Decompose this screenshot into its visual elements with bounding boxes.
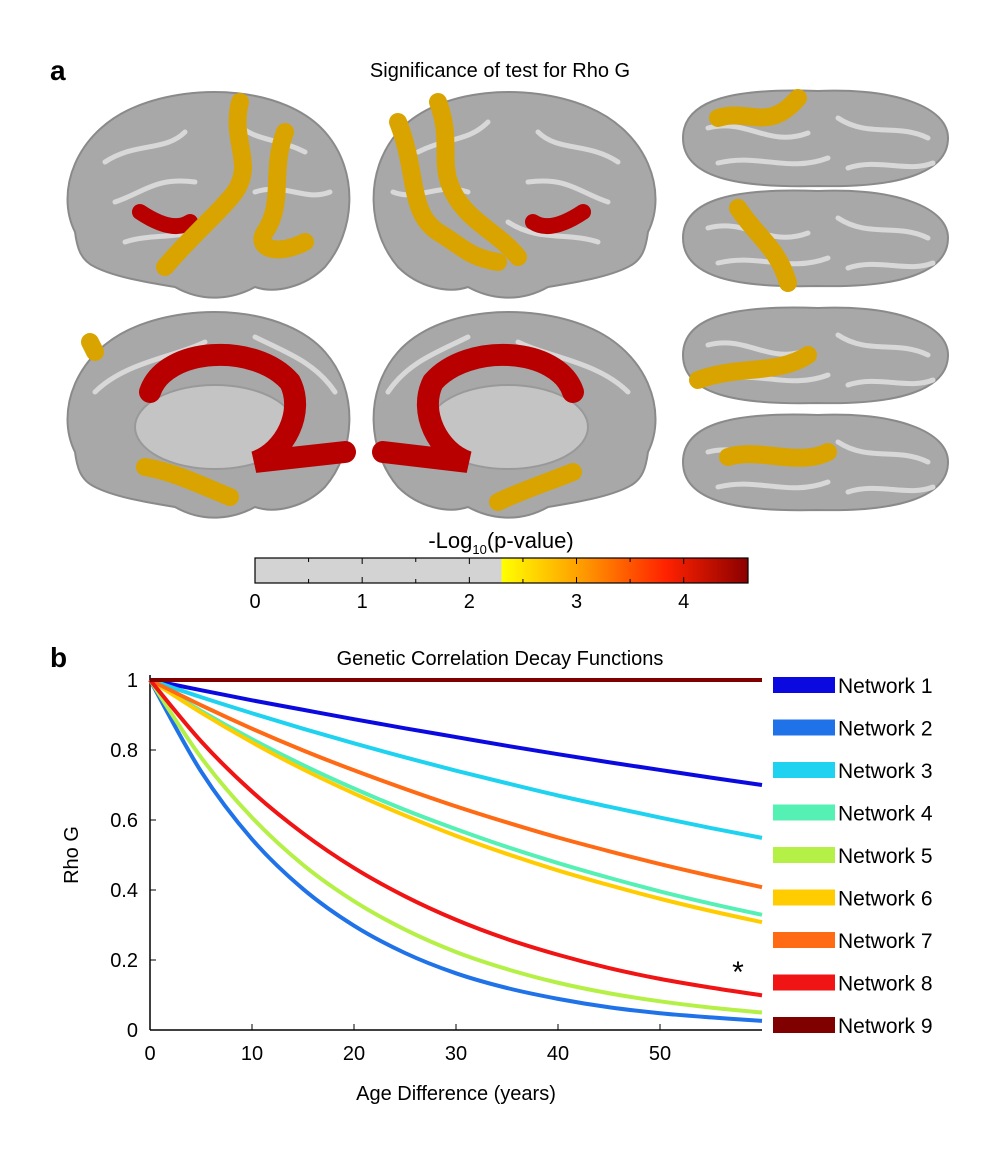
y-tick-label: 0 — [127, 1020, 138, 1042]
series-line — [148, 678, 763, 998]
legend-swatch — [773, 1017, 835, 1033]
colorbar-low — [255, 558, 502, 583]
colorbar-high — [501, 558, 748, 583]
x-axis-label: Age Difference (years) — [356, 1083, 556, 1105]
x-tick-label: 0 — [249, 591, 260, 613]
series-line — [149, 678, 763, 787]
y-tick-label: 0.6 — [110, 810, 138, 832]
x-tick-label: 10 — [241, 1043, 263, 1065]
legend-label: Network 1 — [838, 675, 933, 698]
x-tick-label: 1 — [357, 591, 368, 613]
brain-lateral-left — [68, 92, 350, 298]
brain-lateral-right — [374, 92, 656, 298]
legend-swatch — [773, 847, 835, 863]
legend-swatch — [773, 974, 835, 991]
chart-title: Genetic Correlation Decay Functions — [337, 648, 664, 670]
y-axis-label: Rho G — [61, 826, 83, 884]
x-tick-label: 3 — [571, 591, 582, 613]
legend-label: Network 7 — [838, 930, 933, 953]
series-line — [149, 678, 763, 840]
panel-label: b — [50, 642, 67, 673]
y-tick-label: 0.8 — [110, 740, 138, 762]
y-tick-label: 0.2 — [110, 950, 138, 972]
legend-label: Network 4 — [838, 803, 933, 826]
legend-swatch — [773, 932, 835, 948]
y-tick-label: 1 — [127, 670, 138, 692]
legend-label: Network 6 — [838, 888, 933, 911]
chart-title: Significance of test for Rho G — [370, 60, 630, 82]
legend-label: Network 9 — [838, 1015, 933, 1038]
label-part: -Log — [428, 528, 472, 553]
series-line — [148, 679, 763, 1023]
legend-swatch — [773, 719, 835, 736]
legend-label: Network 2 — [838, 718, 933, 741]
brain-medial-right — [374, 312, 656, 518]
x-tick-label: 30 — [445, 1043, 467, 1065]
x-tick-label: 40 — [547, 1043, 569, 1065]
legend-label: Network 8 — [838, 973, 933, 996]
x-tick-label: 4 — [678, 591, 689, 613]
legend-label: Network 5 — [838, 845, 933, 868]
colorbar-frame — [254, 557, 749, 584]
legend-label: Network 3 — [838, 760, 933, 783]
y-tick-label: 0.4 — [110, 880, 138, 902]
x-tick-label: 2 — [464, 591, 475, 613]
brain-bottom — [683, 308, 948, 511]
x-tick-label: 20 — [343, 1043, 365, 1065]
series-line — [148, 678, 763, 925]
label-part: (p-value) — [487, 528, 574, 553]
annotation: * — [732, 956, 744, 989]
legend-swatch — [773, 677, 835, 693]
series-line — [148, 678, 763, 917]
brain-top — [683, 91, 948, 292]
legend-swatch — [773, 804, 835, 821]
series-line — [149, 678, 763, 890]
label-subscript: 10 — [472, 542, 486, 557]
brain-medial-left — [68, 312, 356, 518]
series-line — [148, 678, 763, 1015]
legend-swatch — [773, 762, 835, 778]
panel-label: a — [50, 55, 66, 86]
x-tick-label: 50 — [649, 1043, 671, 1065]
x-tick-label: 0 — [144, 1043, 155, 1065]
colorbar-label: -Log10(p-value) — [428, 528, 573, 557]
legend-swatch — [773, 889, 835, 906]
